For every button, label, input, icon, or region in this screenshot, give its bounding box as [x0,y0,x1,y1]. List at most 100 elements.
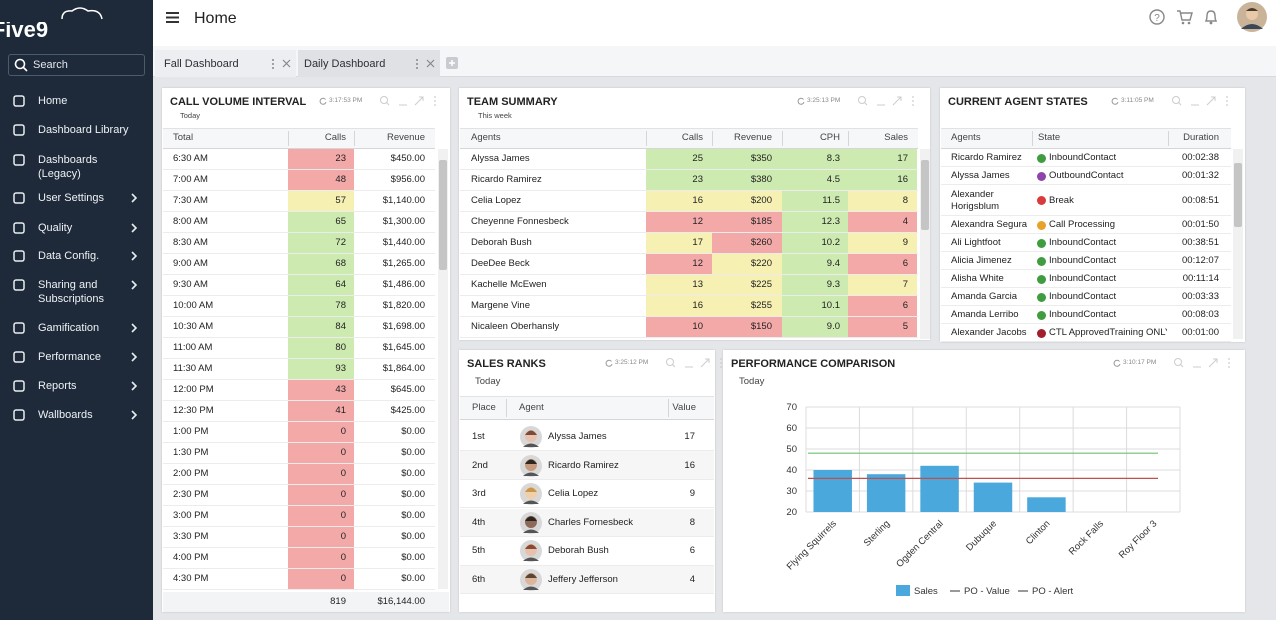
nav-item[interactable]: Reports [38,380,77,392]
panel-title: PERFORMANCE COMPARISON [731,358,896,370]
table-row [460,508,714,538]
search-box[interactable] [8,54,145,76]
performance-chart: 20 30 40 50 60 70 Flying Squirrels Sterling Ogde… [785,402,1181,597]
nav-item[interactable]: User Settings [38,192,105,204]
nav-item[interactable]: Gamification [38,322,100,334]
nav-chevron[interactable] [130,323,138,333]
nav-item[interactable]: Quality [38,222,73,234]
tab-menu[interactable] [415,58,419,70]
tab-close[interactable] [426,59,435,68]
icon-part [13,124,25,136]
cart-icon[interactable] [1176,9,1193,25]
status-cell [646,232,712,253]
refresh-icon[interactable] [319,97,327,105]
status-cell [782,211,848,232]
refresh-icon[interactable] [1113,359,1121,367]
icon-part [1177,10,1193,25]
calls-cell: 93 [335,363,346,374]
column-header: Value [672,402,696,413]
table-row [460,212,918,233]
icon-part [1241,24,1263,29]
duration-cell: 00:01:00 [1182,327,1219,338]
panel-subtitle: This week [478,111,512,120]
scroll-track [438,149,448,589]
icon-part [13,409,25,421]
state-cell: Call Processing [1049,219,1115,230]
agent-cell: Ricardo Ramirez [471,174,542,185]
scroll-track [920,149,930,339]
revenue-cell: $1,440.00 [382,237,425,248]
nav-item[interactable]: Performance [38,351,101,363]
icon-part [166,12,179,23]
icon-part [1237,2,1267,32]
metric-cell: 23 [692,174,703,185]
nav-chevron[interactable] [130,193,138,203]
status-cell [848,232,917,253]
panel-time: 3:10:17 PM [1123,359,1157,366]
tab-label[interactable]: Daily Dashboard [304,58,386,70]
nav-item[interactable]: Sharing and Subscriptions [38,279,105,305]
table-header [460,396,714,420]
scroll-thumb[interactable] [1234,163,1242,227]
nav-chevron[interactable] [130,352,138,362]
icon-part [520,483,542,506]
nav-item[interactable]: Dashboards (Legacy) [38,154,98,180]
refresh-icon[interactable] [797,97,805,105]
calls-cell: 48 [335,174,346,185]
value-cell: 17 [684,431,695,442]
state-dot [1037,153,1046,163]
nav-item[interactable]: Dashboard Library [38,124,129,136]
panel-tools[interactable] [1171,95,1233,107]
bell-icon[interactable] [1204,9,1218,25]
table-row [163,254,435,275]
refresh-icon[interactable] [1111,97,1119,105]
scroll-thumb[interactable] [921,160,929,230]
column-header: Place [472,402,496,413]
help-icon[interactable]: ? [1149,9,1165,25]
nav-chevron[interactable] [130,410,138,420]
panel-tools[interactable] [1173,357,1235,369]
status-cell [646,169,712,190]
table-row [163,548,435,569]
nav-chevron[interactable] [130,251,138,261]
nav-chevron[interactable] [130,280,138,290]
refresh-icon[interactable] [605,359,613,367]
table-row [163,401,435,422]
duration-cell: 00:03:33 [1182,291,1219,302]
table-header [941,128,1231,149]
nav-item[interactable]: Data Config. [38,250,100,262]
revenue-cell: $0.00 [401,489,425,500]
nav-item[interactable]: Home [38,95,68,107]
scroll-thumb[interactable] [439,160,447,270]
tab-menu[interactable] [271,58,275,70]
status-cell [288,400,354,421]
agent-avatar [520,569,542,591]
duration-cell: 00:01:32 [1182,170,1219,181]
add-tab[interactable] [446,57,458,69]
icon-part [912,100,914,102]
agent-cell: Ali Lightfoot [951,237,1001,248]
user-avatar[interactable] [1237,2,1267,32]
icon-part [131,251,138,261]
status-cell [712,274,782,295]
status-cell [848,169,917,190]
icon-part [520,540,542,563]
tab-label[interactable]: Fall Dashboard [164,58,239,70]
panel-tools[interactable] [857,95,919,107]
icon-part [1177,10,1193,21]
panel-tools[interactable] [379,95,441,107]
menu-button[interactable] [166,12,179,23]
search-label[interactable]: Search [33,59,68,71]
top-bar [153,0,1276,46]
icon-part [1174,358,1230,368]
tab-close[interactable] [282,59,291,68]
status-cell [288,379,354,400]
duration-cell: 00:08:51 [1182,194,1219,206]
nav-item[interactable]: Wallboards [38,409,93,421]
nav-chevron[interactable] [130,223,138,233]
nav-chevron[interactable] [130,381,138,391]
agent-cell: Celia Lopez [471,195,522,206]
icon-part [1172,96,1180,104]
icon-part [131,352,138,362]
panel-tools[interactable] [665,357,727,369]
